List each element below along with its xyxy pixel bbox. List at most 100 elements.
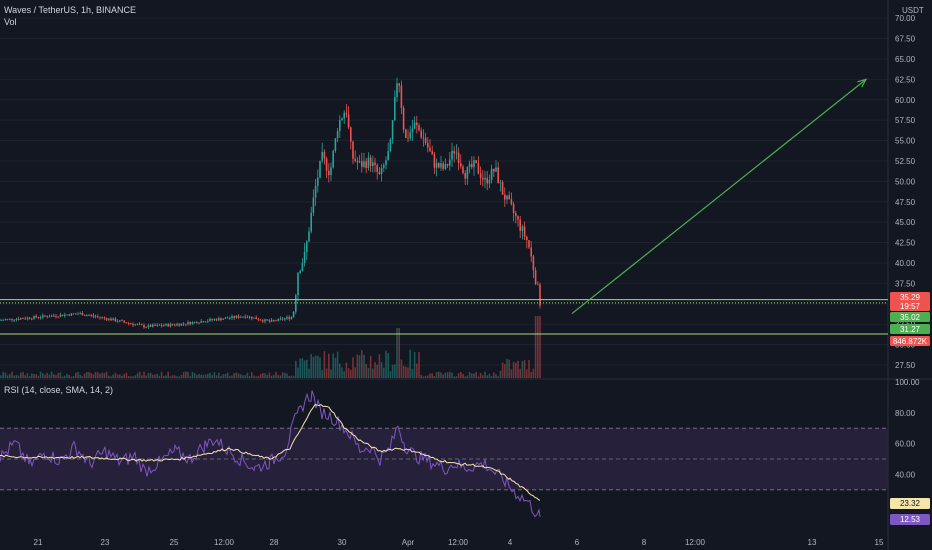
candle-body [163,325,165,327]
volume-bar [215,375,218,378]
candle-body [517,216,519,220]
candle-body [497,167,499,183]
symbol-legend[interactable]: Waves / TetherUS, 1h, BINANCE [4,5,137,15]
volume-bar [266,374,268,378]
price-axis-label: 52.50 [895,157,916,166]
candle-body [385,160,387,166]
candle-body [429,147,431,152]
volume-bar [508,359,510,378]
candle-body [176,324,178,326]
rsi-axis-label: 100.00 [895,378,920,387]
volume-bar [68,375,70,378]
volume-bar [185,371,187,378]
volume-bar [88,372,90,378]
price-tag-value: 35.02 [900,313,921,322]
volume-legend[interactable]: Vol [4,17,17,27]
volume-bar [528,359,530,378]
volume-bar [339,363,341,378]
candle-body [218,318,220,321]
candle-body [350,127,352,142]
candle-body [369,157,372,167]
time-axis-label: 13 [808,538,817,547]
volume-bar [57,373,59,378]
candle-body [264,319,266,322]
candle-body [209,318,211,321]
time-axis-label: 12:00 [685,538,706,547]
candle-body [391,120,394,140]
volume-bar [493,372,495,378]
candle-body [112,318,114,321]
candle-body [466,166,469,179]
volume-bar [288,375,290,378]
candle-body [149,325,152,327]
price-tag [890,324,930,334]
candle-body [226,317,229,319]
volume-bar [449,371,451,378]
candle-body [255,317,257,320]
volume-bar [385,350,387,378]
volume-bar [253,375,255,378]
volume-bar [46,372,48,378]
volume-bar [442,374,444,378]
volume-bar [108,375,110,378]
volume-bar [400,359,403,378]
volume-bar [198,373,200,378]
volume-bar [451,372,453,378]
volume-bar [213,372,216,378]
time-axis[interactable]: 21 23 25 12:00 28 30 Apr 12:00 4 6 8 12:00 13 15 [34,538,884,547]
candle-body [284,318,286,320]
volume-bar [321,370,323,378]
volume-bar [391,364,394,378]
time-axis-label: Apr [402,538,415,547]
volume-bar [539,316,541,378]
candle-body [158,324,161,326]
volume-bar [499,370,502,378]
price-axis[interactable]: 70.00 67.50 65.00 62.50 60.00 57.50 55.00 52.50… [895,14,920,510]
volume-bar [20,372,22,378]
candle-body [493,168,495,172]
volume-bar [424,375,427,378]
candle-body [405,129,407,138]
volume-bar [119,374,121,378]
candle-body [306,241,308,252]
candle-body [347,114,350,128]
price-tag-value: 12.53 [900,515,921,524]
candle-body [83,315,86,317]
candle-body [352,141,354,159]
trend-arrow[interactable] [571,78,868,315]
candle-body [389,139,392,152]
volume-bar [83,373,86,378]
volume-bar [466,375,469,378]
candle-body [330,167,332,176]
volume-bar [422,376,425,378]
volume-bar [290,375,293,378]
candle-body [453,150,455,154]
volume-bar [444,372,447,378]
candle-body [121,320,123,322]
support-resistance-lines[interactable] [0,299,888,335]
volume-bar [347,368,350,378]
volume-bar [464,376,466,378]
candle-body [15,318,18,320]
volume-bar [209,372,211,378]
candle-body [143,325,145,328]
rsi-legend[interactable]: RSI (14, close, SMA, 14, 2) [4,385,114,395]
volume-bar [343,371,345,378]
candle-body [440,163,442,168]
volume-bar [149,372,152,378]
volume-bar [196,374,198,378]
volume-bar [369,355,372,378]
volume-bar [312,356,315,378]
volume-bar [515,362,517,378]
candle-body [532,256,535,271]
candle-body [424,137,427,143]
volume-bars [0,316,541,378]
volume-bar [532,368,535,378]
volume-bar [207,373,209,378]
volume-bar [475,371,477,378]
trend-arrow-line [571,78,867,315]
volume-bar [204,374,207,378]
candle-body [110,318,112,321]
